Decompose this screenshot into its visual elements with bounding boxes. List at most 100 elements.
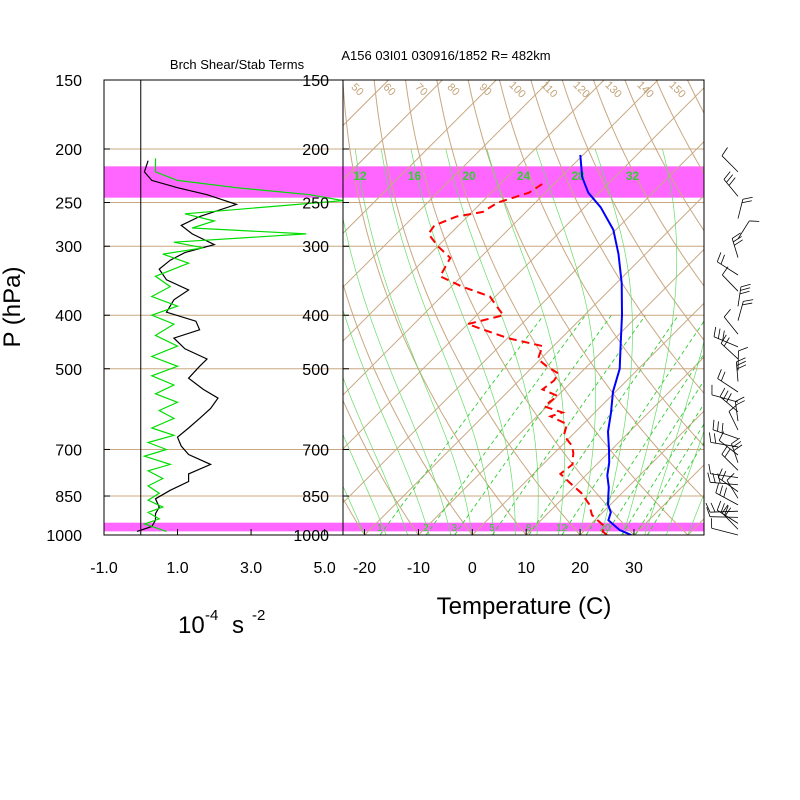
right-ytick-label-150: 150	[302, 73, 329, 90]
wind-barb-19	[717, 369, 739, 393]
wind-barb-18	[711, 384, 739, 403]
wind-barb-feather-23-2	[722, 330, 725, 341]
wind-barb-0	[711, 518, 739, 536]
isotherm--130	[0, 80, 227, 535]
isotherm--20	[364, 194, 704, 535]
isotherm-30	[633, 464, 704, 535]
left-series-black	[136, 160, 239, 532]
mixing-ratio-line-1	[379, 314, 545, 535]
wind-barb-staff-15	[728, 411, 739, 431]
mixing-ratio-line-5	[492, 314, 646, 535]
right-ytick-label-400: 400	[302, 308, 329, 325]
dry-adiabat--40	[178, 64, 256, 536]
wind-barb-16	[734, 396, 745, 422]
wind-barb-26	[737, 283, 751, 307]
left-xtick-label-3: 5.0	[313, 560, 335, 577]
wind-barb-staff-0	[711, 527, 739, 536]
moist-adiabat-12	[445, 148, 539, 535]
left-xtick-label-2: 3.0	[240, 560, 262, 577]
dry-adiabat-140	[742, 64, 800, 536]
x-axis-label-right: Temperature (C)	[437, 593, 612, 620]
isotherm-top-label-80: 80	[445, 81, 462, 98]
isotherm--90	[343, 80, 443, 181]
isotherm-top-label-120: 120	[570, 79, 591, 100]
right-xtick-label-0: -20	[353, 560, 376, 577]
dry-adiabat-150	[772, 64, 800, 536]
right-frame	[342, 79, 705, 536]
dry-adiabat-70	[530, 80, 704, 394]
dry-adiabat-40	[436, 80, 689, 535]
mixing-ratio-top-label-24: 24	[517, 169, 531, 183]
right-y-ticks: 150 200 250 300 400 500 700 850 1000	[293, 73, 349, 545]
moist-adiabat--8	[343, 308, 430, 535]
wind-barb-feather-4-0	[705, 502, 711, 513]
wind-barb-feather-25-0	[743, 299, 754, 302]
wind-barb-staff-4	[710, 510, 739, 513]
mixing-ratio-line-32	[647, 441, 704, 535]
mixing-ratio-labels: 12 16 20 24 28 321 2 3 5 8 12 20	[353, 169, 639, 534]
mixing-ratio-bottom-label-3: 3	[452, 523, 458, 534]
wind-barb-staff-28	[717, 261, 739, 276]
wind-barb-feather-31-1	[741, 200, 752, 204]
mixing-ratio-bottom-label-1: 1	[377, 523, 383, 534]
wind-barb-28	[716, 252, 739, 276]
mixing-ratio-line-8	[528, 314, 679, 535]
left-ytick-label-300: 300	[55, 239, 82, 256]
wind-barb-32	[723, 171, 739, 197]
wind-barb-staff-3	[710, 516, 739, 518]
left-ytick-label-250: 250	[55, 196, 82, 213]
wind-barb-staff-14	[712, 429, 739, 440]
wind-barb-23	[713, 326, 739, 348]
wind-barb-feather-21-0	[738, 347, 748, 352]
wind-barb-staff-12	[718, 440, 739, 456]
mixing-ratio-top-label-16: 16	[408, 169, 422, 183]
right-xtick-label-1: -10	[407, 560, 430, 577]
mixing-ratio-top-label-32: 32	[626, 169, 640, 183]
dry-adiabat-130	[711, 64, 800, 536]
moist-adiabat-24	[594, 148, 633, 535]
left-band-1	[104, 522, 343, 532]
isotherm-top-label-60: 60	[381, 81, 398, 98]
wind-barb-staff-6	[726, 480, 739, 499]
wind-barb-staff-13	[710, 441, 739, 448]
wind-barb-feather-8-0	[707, 472, 711, 483]
right-xtick-label-3: 10	[517, 560, 535, 577]
right-x-ticks: -20 -10 0 10 20 30	[353, 529, 643, 577]
mixing-ratio-bottom-label-8: 8	[526, 523, 532, 534]
left-xtick-label-1: 1.0	[166, 560, 188, 577]
isotherm-50	[742, 80, 800, 535]
dry-adiabat-20	[373, 80, 581, 535]
wind-barb-feather-10-0	[721, 445, 728, 455]
mixing-ratio-top-label-20: 20	[462, 169, 476, 183]
left-y-ticks: 150 200 250 300 400 500 700 850 1000	[46, 73, 110, 545]
wind-barb-feather-26-2	[739, 290, 750, 295]
wind-barb-feather-13-1	[713, 433, 717, 444]
wind-barb-staff-32	[723, 179, 739, 197]
dry-adiabat--10	[343, 399, 419, 535]
wind-barb-feather-33-0	[721, 147, 728, 157]
wind-barb-9	[708, 463, 739, 479]
left-unit-exp2: -2	[252, 607, 265, 624]
wind-barb-feather-14-2	[721, 422, 724, 434]
left-title: Brch Shear/Stab Terms	[170, 57, 305, 72]
wind-barb-feather-24-0	[723, 309, 731, 318]
left-ytick-label-1000: 1000	[46, 528, 82, 545]
right-ytick-label-850: 850	[302, 489, 329, 506]
isotherm--70	[343, 80, 551, 288]
wind-barb-feather-32-1	[726, 174, 734, 183]
wind-barb-feather-22-0	[720, 334, 727, 344]
isobar-gridlines	[343, 148, 704, 497]
wind-barb-8	[707, 472, 739, 486]
wind-barb-feather-4-1	[710, 502, 716, 513]
isotherm--40	[343, 87, 704, 450]
isotherm--110	[0, 80, 335, 535]
wind-barb-5	[715, 483, 739, 506]
y-axis-label: P (hPa)	[0, 267, 26, 348]
mixing-ratio-line-12	[561, 320, 704, 535]
dry-adiabats	[178, 64, 800, 536]
wind-barb-3	[706, 507, 739, 518]
wind-barb-29	[731, 232, 743, 258]
isotherm-top-label-110: 110	[539, 79, 560, 100]
right-ytick-label-250: 250	[302, 196, 329, 213]
